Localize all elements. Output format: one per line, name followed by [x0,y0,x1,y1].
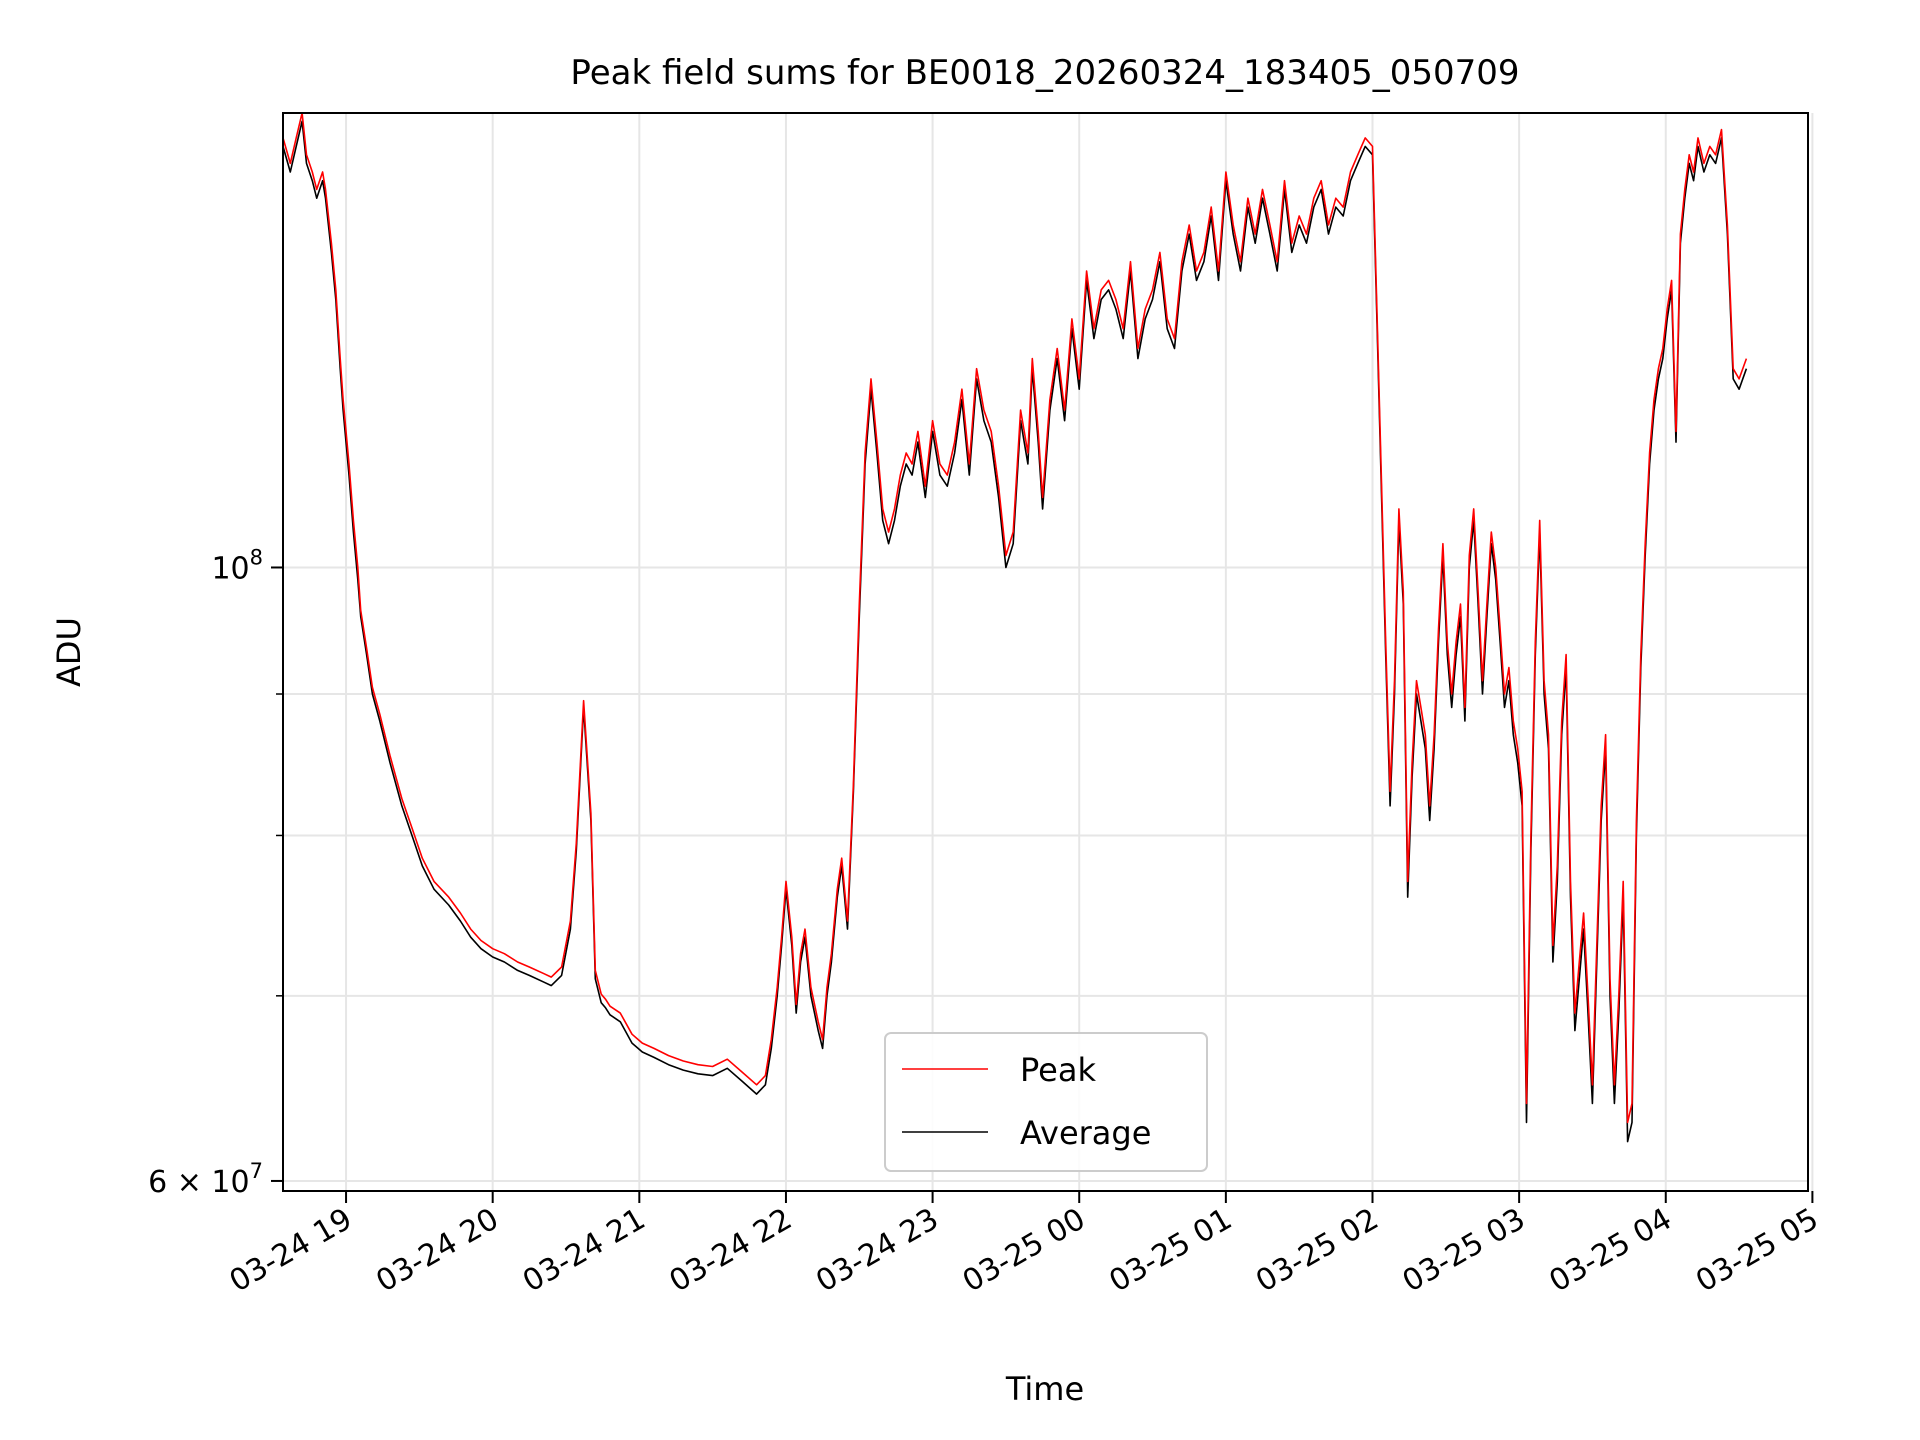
x-gridlines [345,113,1814,1191]
series-layer [283,113,1748,1143]
legend-label-average: Average [1020,1114,1151,1152]
x-axis-label: Time [1005,1370,1084,1408]
series-line-peak [283,113,1748,1124]
legend: Peak Average [884,1032,1208,1172]
chart-title: Peak field sums for BE0018_20260324_1834… [570,53,1519,93]
plot-frame [282,112,1809,1192]
y-gridlines [283,566,1808,1182]
y-axis-label: ADU [50,617,88,687]
y-axis-ticks: 108 6 × 107 [148,545,283,1200]
legend-box [884,1032,1208,1172]
y-tick-label: 108 [211,545,263,586]
y-tick-label: 6 × 107 [148,1159,263,1200]
legend-label-peak: Peak [1020,1051,1096,1089]
